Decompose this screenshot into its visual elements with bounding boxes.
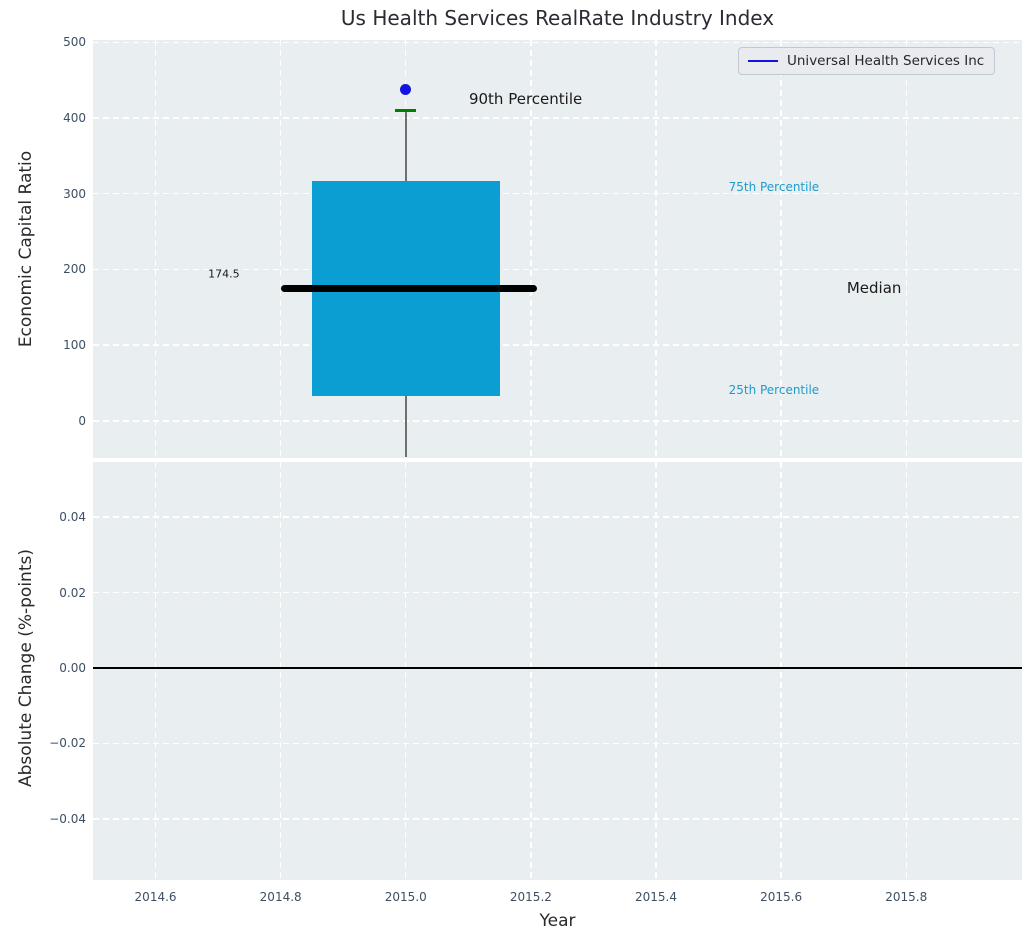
gridline-x [530, 40, 532, 458]
legend: Universal Health Services Inc [738, 47, 996, 75]
median-line [280, 285, 538, 293]
chart-title: Us Health Services RealRate Industry Ind… [340, 6, 775, 30]
gridline-y [93, 268, 1022, 271]
gridline-x [405, 462, 407, 880]
legend-line-sample [748, 59, 778, 63]
annotation-90th-percentile: 90th Percentile [468, 90, 583, 109]
gridline-x [905, 40, 907, 458]
x-tick-label: 2014.8 [259, 890, 302, 904]
top-y-tick-label: 500 [63, 35, 86, 50]
top-plot-area: 90th Percentile 75th Percentile Median 25th… [93, 40, 1022, 458]
gridline-x [655, 40, 657, 458]
annotation-174-5: 174.5 [208, 267, 240, 281]
gridline-y [93, 344, 1022, 346]
annotation-median: Median [846, 279, 902, 298]
top-y-tick-label: 200 [63, 262, 86, 277]
x-tick-label: 2015.6 [760, 890, 803, 904]
legend-label: Universal Health Services Inc [787, 53, 985, 69]
x-tick-label: 2015.2 [509, 890, 552, 904]
gridline-x [655, 462, 657, 880]
top-y-axis-label: Economic Capital Ratio [16, 150, 36, 348]
gridline-x [154, 462, 157, 880]
x-tick-label: 2015.0 [384, 890, 427, 904]
top-y-tick-label: 400 [63, 110, 86, 125]
bottom-y-tick-label: 0.00 [59, 660, 86, 675]
top-y-tick-label: 0 [78, 413, 86, 428]
gridline-x [905, 462, 907, 880]
gridline-x [780, 40, 782, 458]
top-y-tick-label: 100 [63, 338, 86, 353]
annotation-25th-percentile: 25th Percentile [728, 382, 820, 397]
annotation-75th-percentile: 75th Percentile [728, 179, 820, 194]
top-y-tick-label: 300 [63, 186, 86, 201]
gridline-y [93, 117, 1022, 119]
bottom-y-tick-label: 0.04 [59, 510, 86, 525]
gridline-y [93, 742, 1022, 745]
percentile-90-cap [395, 108, 417, 112]
bottom-y-tick-label: −0.04 [49, 811, 86, 826]
gridline-x [279, 462, 282, 880]
gridline-x [530, 462, 532, 880]
bottom-y-tick-label: −0.02 [49, 736, 86, 751]
gridline-x [154, 40, 157, 458]
gridline-y [93, 193, 1022, 195]
gridline-y [93, 41, 1022, 43]
bottom-y-tick-label: 0.02 [59, 585, 86, 600]
bottom-plot-area [93, 462, 1022, 880]
gridline-y [93, 420, 1022, 422]
x-tick-label: 2015.4 [635, 890, 678, 904]
x-axis-label: Year [539, 911, 576, 931]
x-tick-label: 2014.6 [134, 890, 177, 904]
gridline-y [93, 591, 1022, 594]
gridline-y [93, 818, 1022, 820]
gridline-y [93, 516, 1022, 518]
gridline-x [279, 40, 282, 458]
gridline-x [780, 462, 782, 880]
zero-line [93, 667, 1022, 669]
x-tick-label: 2015.8 [885, 890, 928, 904]
company-data-point [400, 83, 412, 95]
